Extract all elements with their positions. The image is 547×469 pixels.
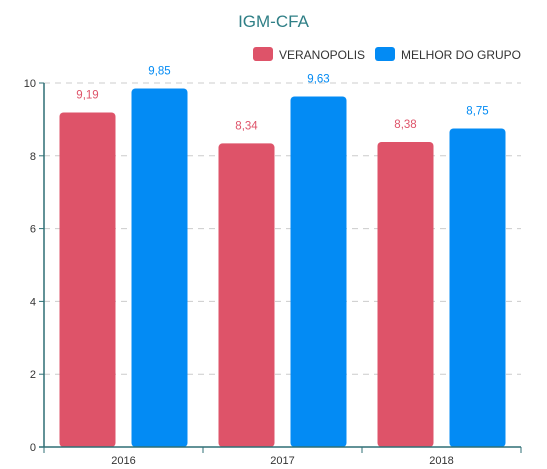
legend-item-veranopolis[interactable]: VERANOPOLIS (253, 47, 365, 62)
x-tick-label-2016: 2016 (111, 455, 135, 467)
legend-swatch-melhor-do-grupo (375, 47, 395, 61)
bar-melhor-do-grupo-2018 (449, 128, 506, 447)
y-tick-label-8: 8 (30, 151, 36, 163)
x-tick-label-2017: 2017 (270, 455, 294, 467)
bar-veranopolis-2018 (377, 141, 434, 447)
y-tick-label-2: 2 (30, 369, 36, 381)
bar-melhor-do-grupo-2017 (290, 96, 347, 447)
bar-veranopolis-2016 (59, 112, 116, 447)
data-label-veranopolis-2016: 9,19 (76, 89, 98, 101)
data-label-melhor-do-grupo-2017: 9,63 (307, 73, 329, 85)
bar-veranopolis-2017 (218, 143, 275, 447)
y-tick-label-0: 0 (30, 442, 36, 454)
bars (59, 88, 506, 448)
data-labels: 9,19 9,85 8,34 9,63 8,38 8,75 (76, 65, 488, 132)
y-tick-label-4: 4 (30, 296, 36, 308)
x-tick-label-2018: 2018 (429, 455, 453, 467)
gridlines (44, 82, 521, 375)
chart-title: IGM-CFA (238, 12, 309, 31)
legend[interactable]: VERANOPOLIS MELHOR DO GRUPO (253, 47, 521, 62)
axes: 0 2 4 6 8 10 2016 2017 2018 (24, 78, 522, 467)
legend-swatch-veranopolis (253, 47, 273, 61)
data-label-veranopolis-2017: 8,34 (235, 120, 258, 132)
legend-label-veranopolis: VERANOPOLIS (279, 48, 365, 62)
legend-item-melhor-do-grupo[interactable]: MELHOR DO GRUPO (375, 47, 521, 62)
data-label-melhor-do-grupo-2018: 8,75 (466, 106, 488, 118)
data-label-veranopolis-2018: 8,38 (394, 119, 416, 131)
y-tick-label-6: 6 (30, 224, 36, 236)
legend-label-melhor-do-grupo: MELHOR DO GRUPO (401, 48, 521, 62)
bar-melhor-do-grupo-2016 (131, 88, 188, 448)
data-label-melhor-do-grupo-2016: 9,85 (148, 65, 170, 77)
y-tick-label-10: 10 (24, 78, 36, 90)
